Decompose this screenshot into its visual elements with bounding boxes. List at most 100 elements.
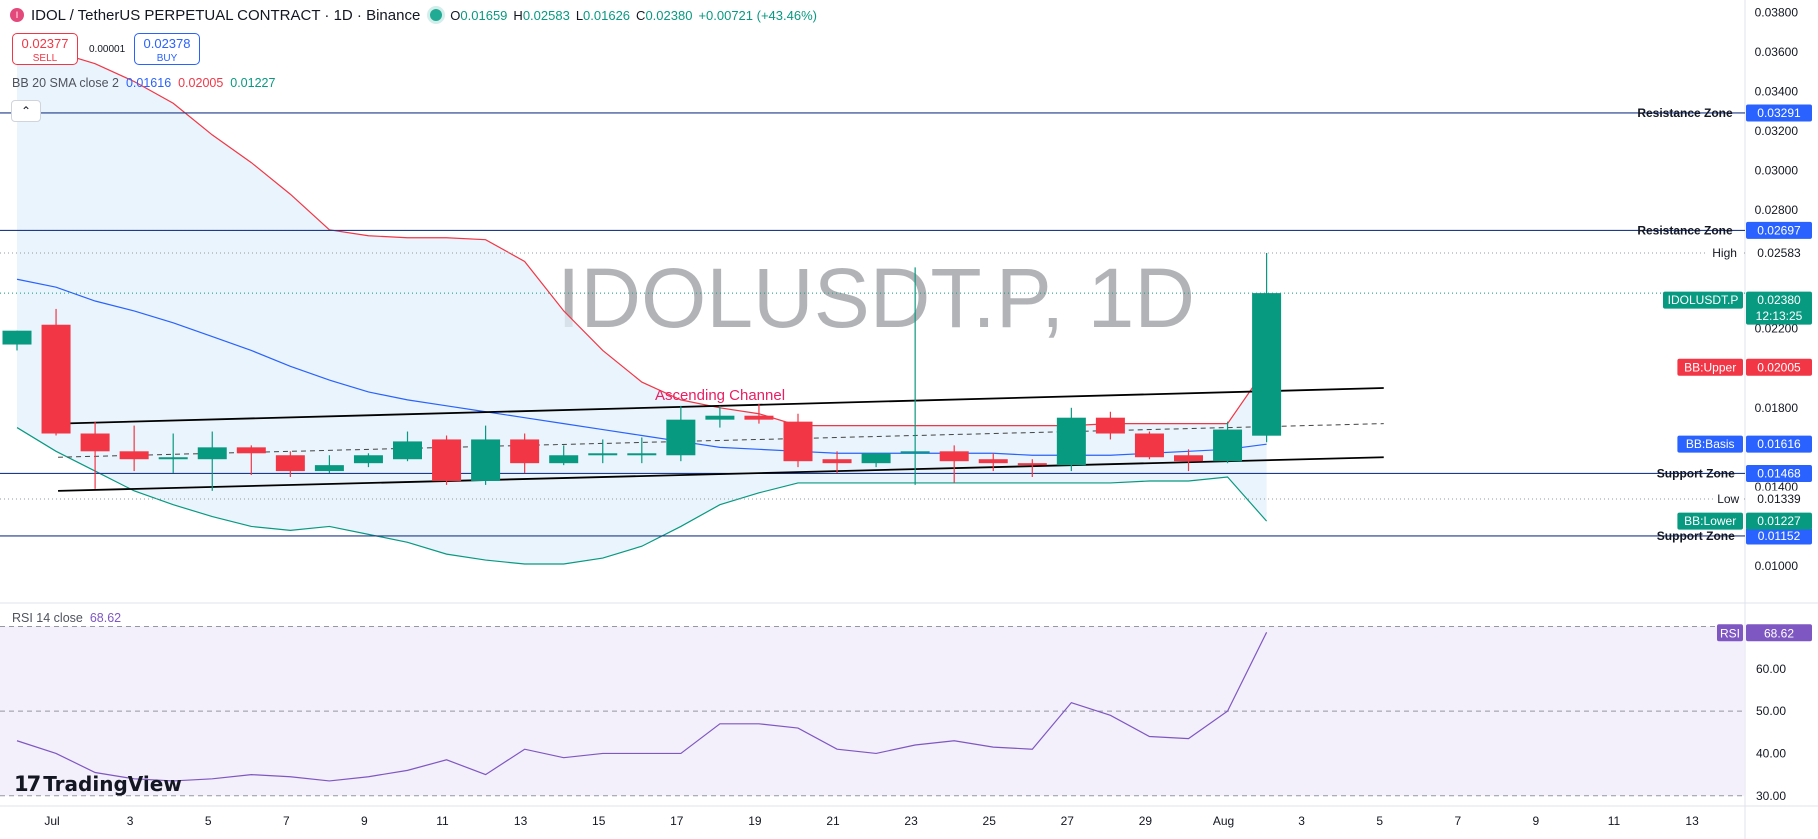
zone-3-value: 0.01152 [1758,529,1801,543]
bb-basis-tag-label: BB:Basis [1686,437,1735,451]
buy-button[interactable]: 0.02378 BUY [134,33,200,65]
candle-body [1095,417,1125,434]
candle-body [1213,429,1243,462]
candle-body [1252,293,1282,436]
bb-legend[interactable]: BB 20 SMA close 2 0.01616 0.02005 0.0122… [12,76,275,90]
time-tick-label: 17 [670,814,684,828]
candle-body [627,453,657,456]
candle [588,439,618,464]
time-tick-label: 7 [283,814,290,828]
zone-0-value: 0.03291 [1757,106,1801,120]
channel-upper-line [58,387,1384,425]
ohlc-high: H0.02583 [513,7,570,23]
low-tag-label: Low [1717,492,1739,506]
rsi-legend-value: 68.62 [89,611,122,625]
bb-lower-tag-label: BB:Lower [1684,514,1736,528]
ohlc-close: C0.02380 [636,7,693,23]
candle-body [1056,417,1086,466]
candle [119,425,149,472]
price-tick-label: 0.02800 [1755,203,1799,217]
last-price-tag-value-bg [1746,291,1812,325]
sell-price: 0.02377 [21,36,69,51]
candle-body [1017,463,1047,466]
tradingview-logo-icon: 17 [14,772,41,796]
candle [549,445,579,466]
time-tick-label: 7 [1454,814,1461,828]
candle-body [236,447,266,454]
chevron-up-icon: ⌃ [20,104,32,118]
rsi-tick-label: 30.00 [1756,789,1786,803]
candle-body [900,451,930,454]
candle-body [939,451,969,462]
tradingview-logo[interactable]: 17 TradingView [14,772,182,796]
zone-0-label: Resistance Zone [1637,106,1733,120]
candle [1056,407,1086,472]
sell-button[interactable]: 0.02377 SELL [12,33,78,65]
candle-body [393,441,422,460]
collapse-legend-button[interactable]: ⌃ [11,100,41,122]
time-tick-label: 11 [436,814,449,828]
last-price-tag-label: IDOLUSDT.P [1668,293,1739,307]
time-tick-label: 25 [983,814,997,828]
rsi-tick-label: 60.00 [1756,662,1786,676]
zone-1-value-bg [1746,221,1812,239]
candle-body [353,455,383,464]
zone-0-value-bg [1746,104,1812,122]
bb-legend-basis: 0.01616 [125,76,172,90]
bb-lower-tag-value: 0.01227 [1757,514,1801,528]
low-tag-value-bg [1746,490,1812,508]
bb-lower-line [16,427,1268,565]
bb-lower-tag-label-bg [1677,512,1743,530]
candle-body [197,447,227,460]
candle [353,453,383,468]
candle [666,405,696,462]
candle-body [1174,455,1203,462]
time-tick-label: 27 [1061,814,1075,828]
zone-1-label: Resistance Zone [1637,223,1733,237]
candle [80,421,110,489]
rsi-tick-label: 40.00 [1756,746,1786,760]
candle-body [471,439,501,481]
candle-body [314,465,344,472]
zone-2-value: 0.01468 [1757,466,1801,480]
buy-price: 0.02378 [143,36,191,51]
rsi-value-bg [1746,624,1812,642]
candle [744,403,774,424]
candle-body [783,421,813,462]
candle-body [588,453,618,456]
candle [705,405,735,428]
bb-basis-tag-label-bg [1677,435,1743,453]
tradingview-logo-text: TradingView [43,772,182,796]
candle-body [2,330,32,345]
candle-body [705,415,735,420]
zone-3-label: Support Zone [1657,529,1735,543]
rsi-value-tag: 68.62 [1764,626,1794,640]
zone-3-value-bg [1746,527,1812,545]
candle [41,308,71,436]
price-tick-label: 0.03200 [1755,124,1799,138]
rsi-legend[interactable]: RSI 14 close 68.62 [12,611,121,625]
candle [783,413,813,468]
price-tick-label: 0.03800 [1755,5,1799,19]
candle [900,267,930,485]
candle-body [80,433,110,452]
bb-basis-tag-value-bg [1746,435,1812,453]
candle [275,451,305,478]
channel-label: Ascending Channel [655,387,785,404]
candle-body [510,439,540,464]
time-tick-label: 3 [127,814,134,828]
chart-header: I IDOL / TetherUS PERPETUAL CONTRACT · 1… [0,0,817,30]
candle [158,433,188,474]
candle-body [41,324,71,434]
zone-2-value-bg [1746,464,1812,482]
candle [314,455,344,474]
rsi-label-bg [1717,624,1743,642]
high-tag-label: High [1712,246,1737,260]
bb-upper-tag-value-bg [1746,358,1812,376]
symbol-watermark: IDOLUSDT.P, 1D [557,251,1195,345]
symbol-title[interactable]: IDOL / TetherUS PERPETUAL CONTRACT · 1D … [31,6,421,24]
rsi-legend-name: RSI 14 close [12,611,83,625]
candle [432,435,462,485]
low-tag-label-bg [1713,490,1743,508]
